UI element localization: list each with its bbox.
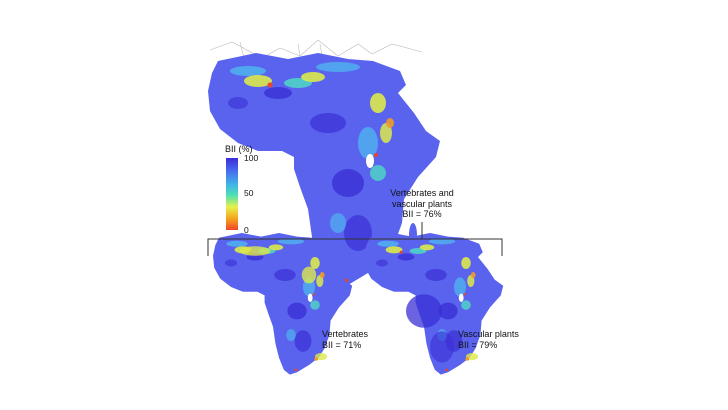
comparison-bracket bbox=[207, 222, 503, 256]
map-vascular-plants bbox=[364, 233, 503, 375]
plants-map-label: Vascular plants BII = 79% bbox=[458, 329, 519, 350]
legend-title: BII (%) bbox=[225, 144, 253, 154]
vertebrates-map-label: Vertebrates BII = 71% bbox=[322, 329, 368, 350]
vertebrates-label-bii: BII = 71% bbox=[322, 339, 362, 350]
vertebrates-label-line1: Vertebrates bbox=[322, 329, 369, 339]
main-label-line1: Vertebrates and bbox=[390, 188, 454, 198]
main-map-label: Vertebrates and vascular plants BII = 76… bbox=[370, 188, 474, 220]
map-vertebrates bbox=[213, 233, 352, 375]
plants-label-line1: Vascular plants bbox=[458, 329, 519, 339]
legend-colorbar bbox=[226, 158, 238, 230]
main-label-bii: BII = 76% bbox=[402, 209, 442, 219]
legend-tick-50: 50 bbox=[244, 188, 254, 198]
plants-label-bii: BII = 79% bbox=[458, 339, 498, 350]
legend-tick-100: 100 bbox=[244, 153, 259, 163]
main-label-line2: vascular plants bbox=[391, 198, 453, 209]
legend-tick-0: 0 bbox=[244, 225, 249, 235]
